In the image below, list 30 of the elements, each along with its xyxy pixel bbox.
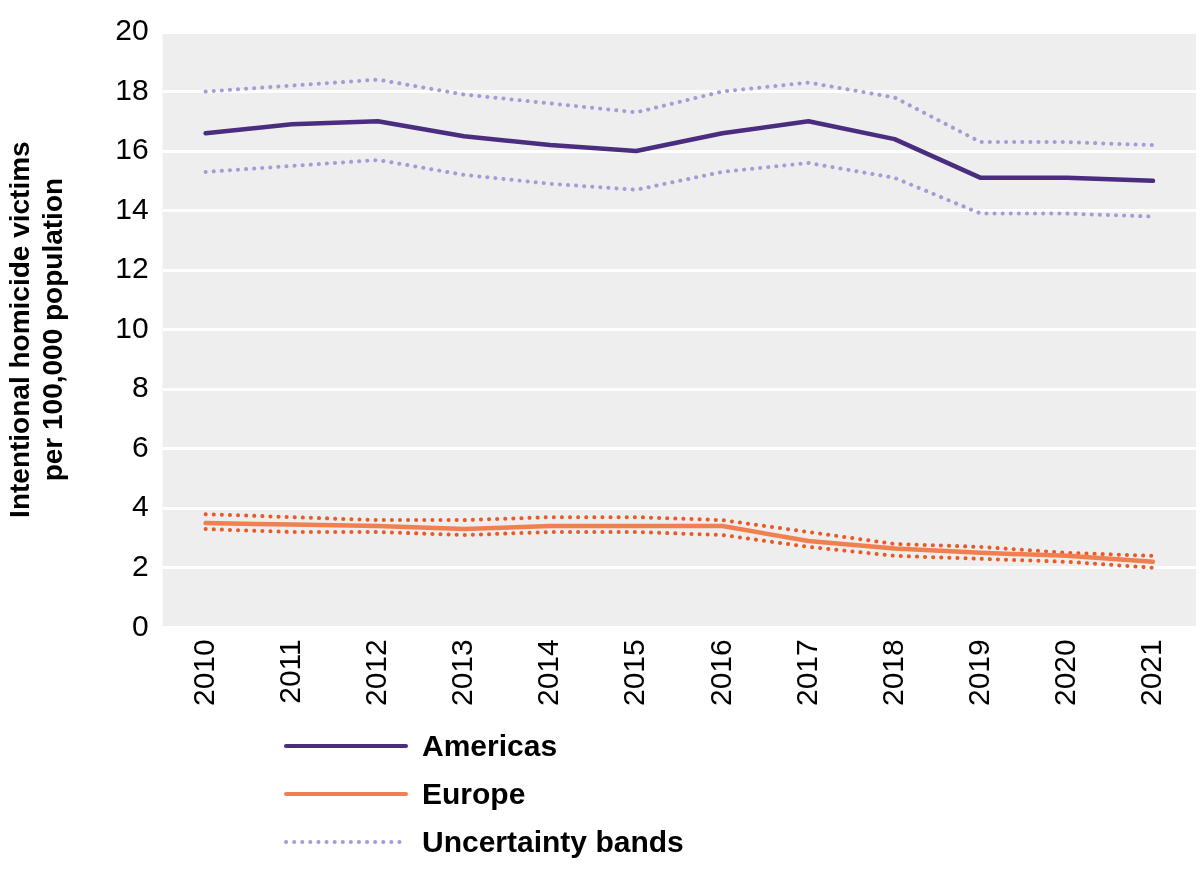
x-tick-label: 2016 bbox=[703, 639, 737, 707]
legend-label: Americas bbox=[422, 729, 558, 763]
x-tick-label: 2019 bbox=[961, 639, 995, 707]
y-tick-label: 12 bbox=[115, 251, 149, 285]
y-tick-label: 2 bbox=[131, 549, 149, 582]
y-tick-label: 18 bbox=[115, 72, 149, 106]
y-axis-title: Intentional homicide victims per 100,000 population bbox=[3, 141, 69, 518]
y-tick-label: 20 bbox=[115, 13, 149, 47]
y-tick-label: 14 bbox=[115, 191, 149, 225]
line-series bbox=[203, 512, 1155, 558]
y-tick-label: 4 bbox=[131, 489, 149, 523]
y-tick-label: 0 bbox=[131, 608, 149, 642]
y-tick-label: 6 bbox=[131, 429, 149, 463]
y-tick-label: 8 bbox=[131, 370, 149, 404]
x-tick-label: 2014 bbox=[531, 639, 565, 707]
line-series bbox=[203, 527, 1155, 570]
y-tick-label: 10 bbox=[115, 310, 149, 344]
legend-label: Uncertainty bands bbox=[422, 825, 684, 859]
x-tick-label: 2010 bbox=[186, 639, 220, 707]
x-tick-label: 2020 bbox=[1048, 639, 1082, 707]
x-tick-label: 2012 bbox=[359, 639, 393, 707]
legend-label: Europe bbox=[422, 777, 526, 811]
x-tick-label: 2015 bbox=[617, 639, 651, 707]
x-tick-label: 2011 bbox=[273, 639, 307, 704]
x-tick-label: 2018 bbox=[875, 639, 909, 707]
line-series bbox=[203, 77, 1155, 148]
x-tick-label: 2021 bbox=[1134, 639, 1168, 707]
y-tick-label: 16 bbox=[115, 132, 149, 166]
x-tick-label: 2013 bbox=[445, 639, 479, 707]
x-tick-label: 2017 bbox=[789, 639, 823, 707]
